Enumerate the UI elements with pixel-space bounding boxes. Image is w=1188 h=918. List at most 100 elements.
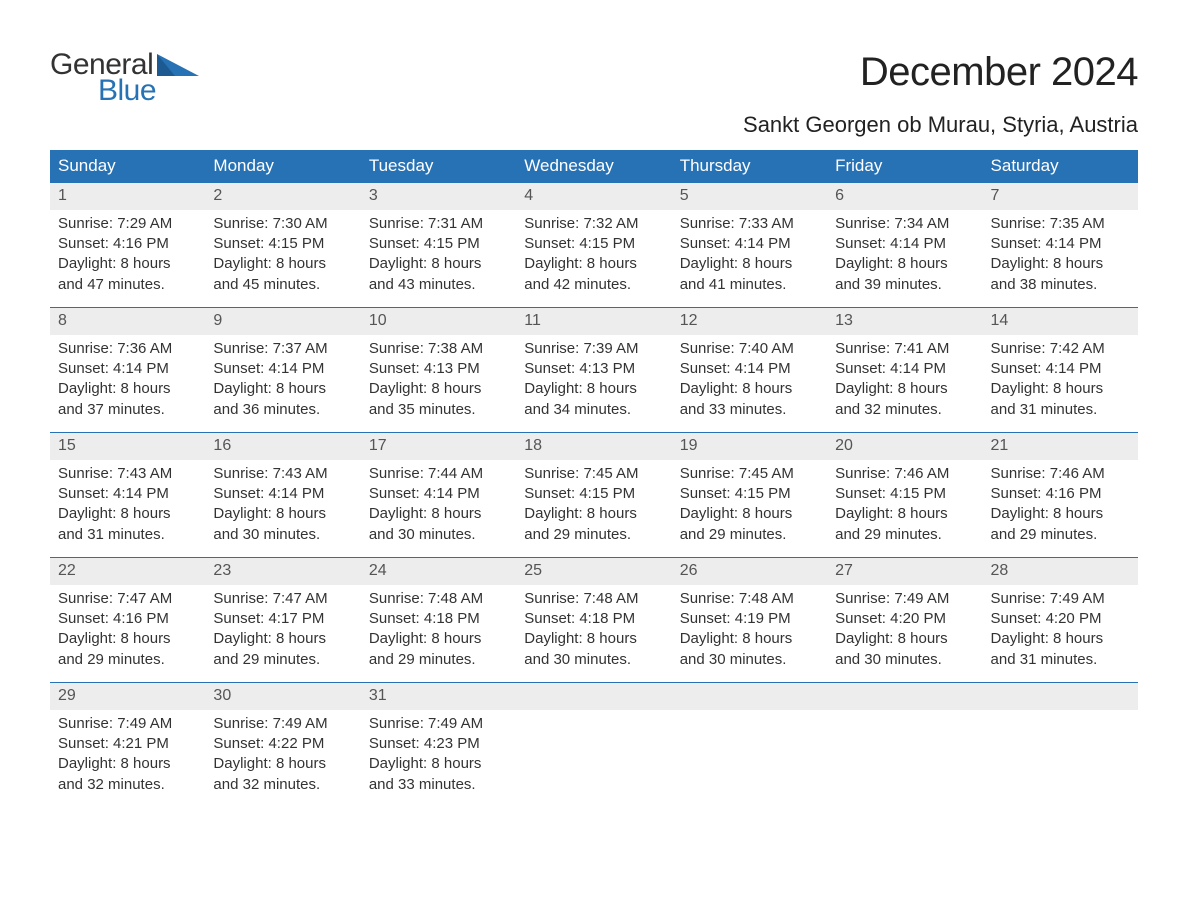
day-number: 24 [361, 558, 516, 585]
day-number: 19 [672, 433, 827, 460]
sunrise-label: Sunrise: [369, 340, 428, 357]
daylight-line-1: Daylight: 8 hours [58, 629, 197, 649]
sunrise-line: Sunrise: 7:46 AM [835, 464, 974, 484]
sunrise-value: 7:38 AM [428, 340, 483, 357]
sunrise-line: Sunrise: 7:37 AM [213, 339, 352, 359]
daylight-line-2: and 32 minutes. [835, 400, 974, 420]
sunset-value: 4:22 PM [268, 735, 324, 752]
sunset-line: Sunset: 4:14 PM [835, 234, 974, 254]
sunrise-value: 7:46 AM [894, 465, 949, 482]
sunrise-value: 7:36 AM [117, 340, 172, 357]
sunrise-label: Sunrise: [58, 465, 117, 482]
day-info: Sunrise: 7:35 AMSunset: 4:14 PMDaylight:… [983, 210, 1138, 301]
daylight-line-1: Daylight: 8 hours [991, 379, 1130, 399]
day-info: Sunrise: 7:40 AMSunset: 4:14 PMDaylight:… [672, 335, 827, 426]
sunrise-line: Sunrise: 7:34 AM [835, 214, 974, 234]
day-number: 3 [361, 183, 516, 210]
sunrise-line: Sunrise: 7:39 AM [524, 339, 663, 359]
day-info: Sunrise: 7:48 AMSunset: 4:19 PMDaylight:… [672, 585, 827, 676]
sunrise-label: Sunrise: [213, 590, 272, 607]
day-number: 30 [205, 683, 360, 710]
calendar-day-cell: 1Sunrise: 7:29 AMSunset: 4:16 PMDaylight… [50, 183, 205, 307]
location-text: Sankt Georgen ob Murau, Styria, Austria [50, 112, 1138, 138]
daylight-line-1: Daylight: 8 hours [524, 379, 663, 399]
day-number: 22 [50, 558, 205, 585]
sunset-line: Sunset: 4:15 PM [835, 484, 974, 504]
sunset-label: Sunset: [213, 610, 268, 627]
calendar-week: 8Sunrise: 7:36 AMSunset: 4:14 PMDaylight… [50, 307, 1138, 432]
sunrise-value: 7:49 AM [117, 715, 172, 732]
sunrise-line: Sunrise: 7:48 AM [524, 589, 663, 609]
calendar-day-cell: 31Sunrise: 7:49 AMSunset: 4:23 PMDayligh… [361, 683, 516, 807]
day-info: Sunrise: 7:32 AMSunset: 4:15 PMDaylight:… [516, 210, 671, 301]
day-number: 18 [516, 433, 671, 460]
day-info: Sunrise: 7:48 AMSunset: 4:18 PMDaylight:… [516, 585, 671, 676]
sunset-value: 4:14 PM [424, 485, 480, 502]
sunrise-value: 7:49 AM [894, 590, 949, 607]
daylight-line-2: and 37 minutes. [58, 400, 197, 420]
sunset-label: Sunset: [524, 485, 579, 502]
sunrise-line: Sunrise: 7:49 AM [213, 714, 352, 734]
daylight-line-2: and 31 minutes. [58, 525, 197, 545]
calendar-week: 29Sunrise: 7:49 AMSunset: 4:21 PMDayligh… [50, 682, 1138, 807]
day-number: 9 [205, 308, 360, 335]
day-info: Sunrise: 7:49 AMSunset: 4:23 PMDaylight:… [361, 710, 516, 801]
sunrise-value: 7:43 AM [117, 465, 172, 482]
sunrise-label: Sunrise: [524, 465, 583, 482]
sunrise-value: 7:41 AM [894, 340, 949, 357]
calendar-day-cell: 13Sunrise: 7:41 AMSunset: 4:14 PMDayligh… [827, 308, 982, 432]
sunrise-line: Sunrise: 7:43 AM [213, 464, 352, 484]
sunset-label: Sunset: [835, 360, 890, 377]
calendar-day-cell: 26Sunrise: 7:48 AMSunset: 4:19 PMDayligh… [672, 558, 827, 682]
sunrise-label: Sunrise: [58, 590, 117, 607]
sunset-line: Sunset: 4:21 PM [58, 734, 197, 754]
sunset-value: 4:14 PM [735, 360, 791, 377]
sunset-label: Sunset: [680, 235, 735, 252]
sunset-line: Sunset: 4:14 PM [835, 359, 974, 379]
day-number: 28 [983, 558, 1138, 585]
sunset-label: Sunset: [369, 610, 424, 627]
sunrise-value: 7:40 AM [739, 340, 794, 357]
daylight-line-1: Daylight: 8 hours [58, 379, 197, 399]
sunset-line: Sunset: 4:14 PM [991, 359, 1130, 379]
daylight-line-1: Daylight: 8 hours [213, 754, 352, 774]
sunrise-value: 7:49 AM [273, 715, 328, 732]
sunrise-label: Sunrise: [524, 590, 583, 607]
day-number: 21 [983, 433, 1138, 460]
day-info: Sunrise: 7:31 AMSunset: 4:15 PMDaylight:… [361, 210, 516, 301]
sunrise-label: Sunrise: [369, 715, 428, 732]
sunrise-line: Sunrise: 7:45 AM [680, 464, 819, 484]
sunset-label: Sunset: [991, 360, 1046, 377]
daylight-line-2: and 35 minutes. [369, 400, 508, 420]
daylight-line-1: Daylight: 8 hours [835, 254, 974, 274]
sunrise-label: Sunrise: [680, 215, 739, 232]
day-info: Sunrise: 7:47 AMSunset: 4:17 PMDaylight:… [205, 585, 360, 676]
daylight-line-1: Daylight: 8 hours [524, 504, 663, 524]
calendar-day-cell: 10Sunrise: 7:38 AMSunset: 4:13 PMDayligh… [361, 308, 516, 432]
daylight-line-1: Daylight: 8 hours [835, 379, 974, 399]
day-info: Sunrise: 7:37 AMSunset: 4:14 PMDaylight:… [205, 335, 360, 426]
sunset-value: 4:19 PM [735, 610, 791, 627]
day-number: 15 [50, 433, 205, 460]
sunrise-value: 7:29 AM [117, 215, 172, 232]
day-number: 14 [983, 308, 1138, 335]
day-info: Sunrise: 7:47 AMSunset: 4:16 PMDaylight:… [50, 585, 205, 676]
sunrise-label: Sunrise: [680, 340, 739, 357]
calendar-day-cell: 7Sunrise: 7:35 AMSunset: 4:14 PMDaylight… [983, 183, 1138, 307]
sunrise-label: Sunrise: [835, 340, 894, 357]
sunset-label: Sunset: [58, 235, 113, 252]
sunrise-line: Sunrise: 7:49 AM [991, 589, 1130, 609]
sunset-value: 4:15 PM [890, 485, 946, 502]
sunrise-label: Sunrise: [991, 215, 1050, 232]
daylight-line-2: and 47 minutes. [58, 275, 197, 295]
day-info: Sunrise: 7:34 AMSunset: 4:14 PMDaylight:… [827, 210, 982, 301]
day-number: 8 [50, 308, 205, 335]
page-title: December 2024 [860, 50, 1138, 95]
calendar-day-cell [516, 683, 671, 807]
day-number: 23 [205, 558, 360, 585]
sunset-line: Sunset: 4:14 PM [369, 484, 508, 504]
day-number: 2 [205, 183, 360, 210]
day-number: 27 [827, 558, 982, 585]
calendar-week: 1Sunrise: 7:29 AMSunset: 4:16 PMDaylight… [50, 182, 1138, 307]
sunrise-line: Sunrise: 7:32 AM [524, 214, 663, 234]
